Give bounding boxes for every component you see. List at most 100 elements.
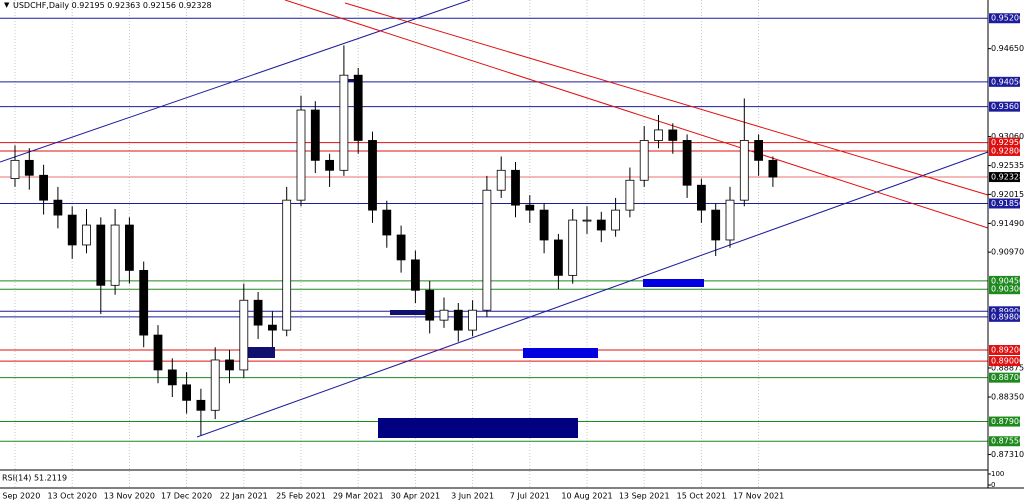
chart-header: USDCHF,Daily 0.92195 0.92363 0.92156 0.9… <box>13 1 212 10</box>
candle-body <box>125 224 134 271</box>
candle-body <box>196 399 206 411</box>
x-tick-label: 30 Apr 2021 <box>391 492 440 501</box>
candle-body <box>482 189 492 311</box>
level-label: 0.89800 <box>991 312 1024 321</box>
x-tick-label: 13 Nov 2020 <box>104 492 155 501</box>
trendline <box>196 151 989 438</box>
candle-body <box>439 309 449 321</box>
x-tick-label: 15 Oct 2021 <box>677 492 726 501</box>
candle-body <box>768 159 778 178</box>
level-label: 0.90450 <box>991 276 1024 285</box>
rsi-label: RSI(14) 51.2119 <box>2 474 67 483</box>
candle-body <box>611 209 620 231</box>
level-label-box <box>989 356 1020 367</box>
y-tick-label: 0.92535 <box>991 161 1024 170</box>
level-label-box <box>989 372 1020 383</box>
y-tick-label: 0.93060 <box>991 132 1024 141</box>
quote: 0.92328 <box>179 1 212 10</box>
candle-body <box>396 234 406 261</box>
level-label: 0.90300 <box>991 285 1024 294</box>
level-label: 0.89900 <box>991 307 1024 316</box>
level-label-box <box>989 416 1020 427</box>
last-price-box <box>989 172 1020 183</box>
candle-body <box>39 174 48 201</box>
candle-body <box>296 109 306 201</box>
candle-body <box>167 369 177 386</box>
candle-body <box>596 219 606 231</box>
level-label: 0.87550 <box>991 437 1024 446</box>
candle-body <box>668 129 678 141</box>
candle-body <box>425 289 435 321</box>
level-label-box <box>989 436 1020 447</box>
candle-body <box>10 159 20 179</box>
level-label-box <box>989 275 1020 286</box>
level-label: 0.88700 <box>991 373 1024 382</box>
level-label-box <box>989 311 1020 322</box>
candle-body <box>24 159 34 176</box>
candle-body <box>682 140 692 186</box>
candle-body <box>568 219 578 276</box>
zone <box>240 347 275 358</box>
candle-body <box>253 299 263 326</box>
axis: 0.94650 0.93060 0.92535 0.92015 0.91490 0.909… <box>0 13 1024 501</box>
drawings <box>0 0 989 438</box>
zone <box>643 279 704 287</box>
level-label-box <box>989 76 1020 87</box>
y-tick-label: 0.88350 <box>991 393 1024 402</box>
level-label: 0.89200 <box>991 346 1024 355</box>
x-tick-label: 10 Aug 2021 <box>561 492 612 501</box>
x-tick-label: 13 Oct 2020 <box>47 492 96 501</box>
y-tick-label: 0.94650 <box>991 44 1024 53</box>
last-price-label: 0.92328 <box>991 173 1024 182</box>
candle-body <box>239 299 249 371</box>
x-tick-label: 7 Jul 2021 <box>510 492 550 501</box>
menu-arrow[interactable]: ▼ <box>4 1 10 9</box>
zone <box>378 418 578 438</box>
levels <box>0 17 988 442</box>
candle-body <box>153 334 163 371</box>
candle-body <box>725 199 735 241</box>
level-label: 0.87906 <box>991 417 1024 426</box>
candle-body <box>368 140 377 211</box>
level-label-box <box>989 198 1020 209</box>
candle-body <box>267 324 277 331</box>
candle-body <box>410 259 420 291</box>
candle-body <box>139 269 149 336</box>
rsi-tick-label: 0 <box>991 481 995 489</box>
x-tick-label: 22 Jan 2021 <box>220 492 268 501</box>
level-label: 0.92800 <box>991 146 1024 155</box>
candle-body <box>353 74 363 141</box>
candle-body <box>697 184 706 211</box>
level-label: 0.89000 <box>991 357 1024 366</box>
x-tick-label: 13 Sep 2021 <box>619 492 670 501</box>
candles <box>10 45 778 436</box>
level-label-box <box>989 345 1020 356</box>
candle-body <box>739 140 749 201</box>
candle-body <box>96 224 106 286</box>
candle-body <box>382 209 392 236</box>
candle-body <box>210 359 220 411</box>
x-tick-label: 3 Jun 2021 <box>451 492 494 501</box>
candle-body <box>310 109 320 161</box>
candle-body <box>110 224 120 286</box>
candle-body <box>67 214 77 246</box>
rsi-tick-label: 100 <box>991 470 1004 478</box>
candle-body <box>554 239 563 276</box>
y-tick-label: 0.87310 <box>991 450 1024 459</box>
quote: 0.92195 <box>72 1 105 10</box>
candle-body <box>82 224 91 246</box>
symbol: USDCHF,Daily <box>13 1 69 10</box>
level-label-box <box>989 284 1020 295</box>
candle-body <box>225 359 234 371</box>
candle-body <box>639 140 649 181</box>
candle-body <box>325 159 335 171</box>
candle-body <box>525 204 535 211</box>
x-tick-label: 17 Nov 2021 <box>733 492 784 501</box>
candle-body <box>654 129 663 141</box>
candle-body <box>582 219 592 222</box>
candle-body <box>282 199 292 331</box>
level-label-box <box>989 137 1020 148</box>
candle-body <box>453 309 463 331</box>
